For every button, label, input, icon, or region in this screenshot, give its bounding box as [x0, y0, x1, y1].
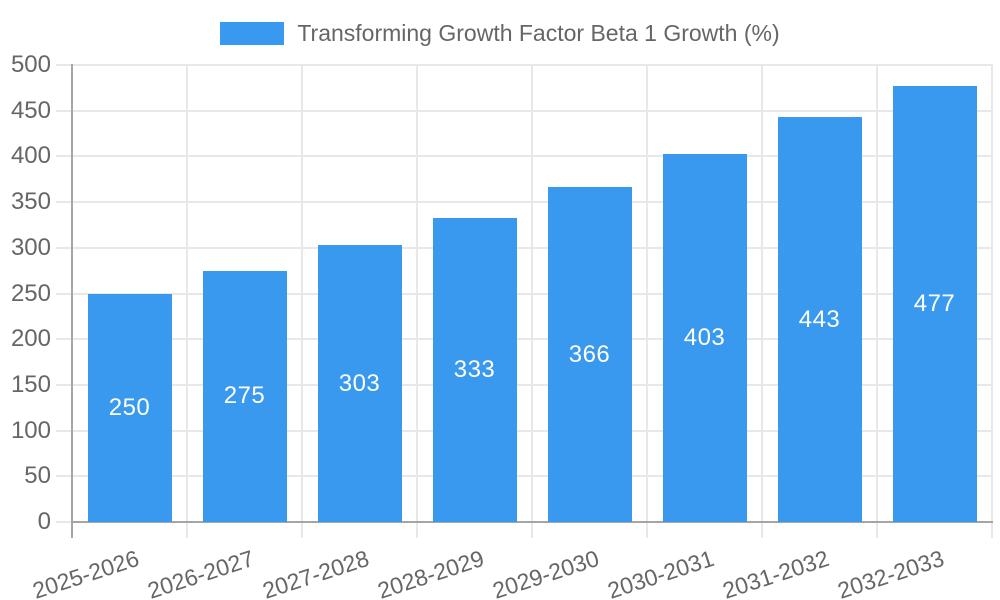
- bar[interactable]: [547, 187, 632, 522]
- bar-value-label: 275: [223, 382, 266, 410]
- h-gridline: [56, 383, 992, 386]
- bar[interactable]: [87, 293, 172, 522]
- y-tick-label: 250: [10, 279, 51, 307]
- h-gridline: [56, 246, 992, 249]
- h-gridline: [56, 338, 992, 341]
- bar-value-label: 250: [108, 393, 151, 421]
- y-tick-label: 450: [10, 96, 51, 124]
- v-gridline: [531, 64, 533, 538]
- bar-value-label: 403: [683, 323, 726, 351]
- bar[interactable]: [202, 270, 287, 522]
- h-gridline: [56, 475, 992, 478]
- bar[interactable]: [432, 217, 517, 522]
- bar-value-label: 477: [913, 290, 956, 317]
- v-gridline: [416, 64, 418, 538]
- bar-value-label: 443: [798, 305, 841, 333]
- x-axis-line: [71, 521, 993, 523]
- v-gridline: [991, 64, 993, 538]
- bar-value-label: 333: [453, 355, 496, 383]
- legend-label: Transforming Growth Factor Beta 1 Growth…: [297, 20, 780, 46]
- h-gridline: [56, 109, 992, 112]
- bar[interactable]: [317, 245, 402, 522]
- y-tick-label: 200: [10, 325, 51, 353]
- x-tick-label-text: 2030-2031: [603, 545, 717, 600]
- v-gridline: [186, 64, 188, 538]
- x-tick-label-text: 2027-2028: [258, 545, 372, 600]
- v-gridline: [646, 64, 648, 538]
- v-gridline: [761, 64, 763, 538]
- legend-swatch-icon: [220, 22, 285, 45]
- x-tick-label-text: 2031-2032: [718, 545, 832, 600]
- x-tick-label-text: 2029-2030: [488, 545, 602, 600]
- x-tick-label-text: 2025-2026: [28, 545, 142, 600]
- bar[interactable]: [777, 117, 862, 522]
- bar-value-label: 303: [338, 369, 381, 397]
- bar[interactable]: [892, 86, 977, 522]
- y-tick-label: 500: [10, 51, 51, 78]
- bar-value-label: 366: [568, 340, 611, 368]
- bar[interactable]: [662, 153, 747, 522]
- y-tick-label: 300: [10, 233, 51, 261]
- h-gridline: [56, 429, 992, 432]
- y-tick-label: 50: [24, 462, 51, 490]
- v-gridline: [876, 64, 878, 538]
- y-tick-label: 400: [10, 142, 51, 170]
- legend-item[interactable]: Transforming Growth Factor Beta 1 Growth…: [0, 21, 1000, 46]
- y-tick-label: 350: [10, 188, 51, 216]
- x-tick-label-text: 2026-2027: [143, 545, 257, 600]
- h-gridline: [56, 64, 992, 66]
- x-tick-label-text: 2028-2029: [373, 545, 487, 600]
- y-tick-label: 0: [37, 508, 51, 535]
- h-gridline: [56, 155, 992, 158]
- h-gridline: [56, 201, 992, 204]
- h-gridline: [56, 292, 992, 295]
- x-tick-label-text: 2032-2033: [833, 545, 947, 600]
- v-gridline: [301, 64, 303, 538]
- y-tick-label: 100: [10, 416, 51, 444]
- y-tick-label: 150: [10, 370, 51, 398]
- y-axis-line: [71, 64, 73, 538]
